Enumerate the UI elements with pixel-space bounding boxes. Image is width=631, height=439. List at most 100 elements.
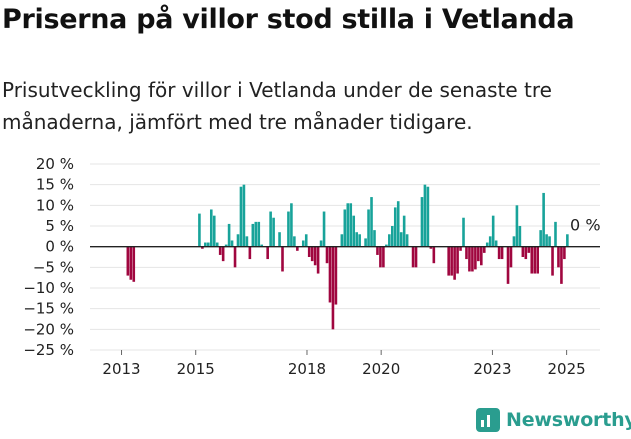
bar bbox=[129, 246, 133, 280]
y-tick-label: 20 % bbox=[36, 155, 74, 173]
y-tick-label: −25 % bbox=[23, 341, 74, 359]
bar bbox=[301, 240, 305, 247]
bar bbox=[411, 246, 415, 268]
bar bbox=[491, 215, 495, 247]
bar bbox=[215, 242, 219, 247]
bar bbox=[204, 242, 207, 247]
bar bbox=[254, 221, 258, 247]
bar bbox=[319, 240, 323, 247]
y-tick-label: 15 % bbox=[36, 176, 74, 194]
bar bbox=[257, 221, 261, 247]
bar bbox=[224, 244, 228, 247]
bar bbox=[447, 246, 450, 276]
bar bbox=[340, 234, 344, 247]
bar bbox=[198, 213, 201, 247]
bar bbox=[500, 246, 504, 260]
bar bbox=[477, 246, 480, 262]
bar bbox=[548, 236, 551, 247]
y-tick-label: −15 % bbox=[23, 300, 74, 318]
bar bbox=[527, 246, 531, 253]
bar bbox=[554, 221, 557, 247]
bar bbox=[233, 246, 237, 268]
bar bbox=[376, 246, 379, 255]
bar bbox=[352, 215, 356, 247]
bar bbox=[236, 234, 240, 247]
bar bbox=[370, 197, 373, 247]
y-tick-label: −5 % bbox=[33, 258, 74, 276]
bar bbox=[266, 246, 269, 260]
x-tick-label: 2025 bbox=[548, 360, 586, 378]
bar bbox=[328, 246, 332, 303]
bar bbox=[248, 246, 252, 260]
bar bbox=[126, 246, 130, 276]
bar bbox=[304, 234, 308, 247]
bar bbox=[272, 217, 275, 247]
bar bbox=[396, 201, 400, 247]
brand-name: Newsworthy bbox=[506, 409, 631, 431]
bar bbox=[343, 209, 347, 247]
bar bbox=[296, 246, 299, 251]
bar bbox=[260, 244, 264, 247]
chart-subtitle: Prisutveckling för villor i Vetlanda und… bbox=[2, 78, 552, 134]
bar bbox=[346, 203, 350, 247]
bar bbox=[201, 246, 204, 249]
bar bbox=[212, 215, 216, 247]
bar bbox=[230, 240, 234, 247]
bar bbox=[221, 246, 225, 262]
bar bbox=[551, 246, 554, 276]
bar bbox=[488, 236, 492, 247]
bar bbox=[459, 246, 462, 251]
bar bbox=[287, 211, 290, 247]
bar bbox=[310, 246, 314, 262]
bar bbox=[379, 246, 382, 268]
y-tick-label: 10 % bbox=[36, 196, 74, 214]
x-tick-label: 2013 bbox=[102, 360, 140, 378]
bar-chart: 20 % 15 % 10 % 5 % 0 % −5 % −10 % −15 % −20 % −25… bbox=[23, 155, 600, 378]
bar bbox=[566, 234, 569, 247]
y-tick-label: 5 % bbox=[45, 217, 74, 235]
x-tick-label: 2020 bbox=[362, 360, 400, 378]
bar bbox=[364, 238, 367, 247]
bar bbox=[367, 209, 370, 247]
bar bbox=[132, 246, 136, 282]
bar bbox=[471, 246, 474, 272]
bar bbox=[423, 184, 427, 247]
bar bbox=[281, 246, 284, 272]
bar bbox=[462, 217, 465, 247]
bar bbox=[560, 246, 563, 284]
bar bbox=[494, 240, 498, 247]
bar bbox=[524, 246, 528, 260]
bar bbox=[316, 246, 320, 274]
y-tick-label: −20 % bbox=[23, 320, 74, 338]
bar bbox=[405, 234, 409, 247]
bar bbox=[429, 246, 433, 249]
bar bbox=[497, 246, 501, 260]
bar bbox=[474, 246, 477, 270]
x-tick-label: 2018 bbox=[288, 360, 326, 378]
bar bbox=[269, 211, 272, 247]
bar bbox=[382, 246, 385, 268]
bar bbox=[485, 242, 489, 247]
bar bbox=[399, 232, 403, 247]
bar bbox=[465, 246, 468, 260]
bar bbox=[509, 246, 513, 268]
newsworthy-brand: Newsworthy bbox=[476, 408, 631, 432]
bar bbox=[563, 246, 566, 260]
bar bbox=[388, 234, 391, 247]
newsworthy-logo-icon bbox=[476, 408, 500, 432]
bar bbox=[373, 230, 376, 247]
bar bbox=[542, 192, 545, 247]
bar bbox=[480, 246, 483, 266]
bar bbox=[468, 246, 471, 272]
bar bbox=[251, 223, 255, 247]
bar bbox=[293, 236, 296, 247]
bar bbox=[432, 246, 436, 264]
bar bbox=[313, 246, 317, 266]
bar bbox=[390, 226, 394, 247]
bar bbox=[545, 234, 548, 247]
x-tick-label: 2015 bbox=[177, 360, 215, 378]
bar bbox=[218, 246, 222, 255]
y-tick-label: −10 % bbox=[23, 279, 74, 297]
bar bbox=[530, 246, 534, 274]
bar bbox=[402, 215, 406, 247]
